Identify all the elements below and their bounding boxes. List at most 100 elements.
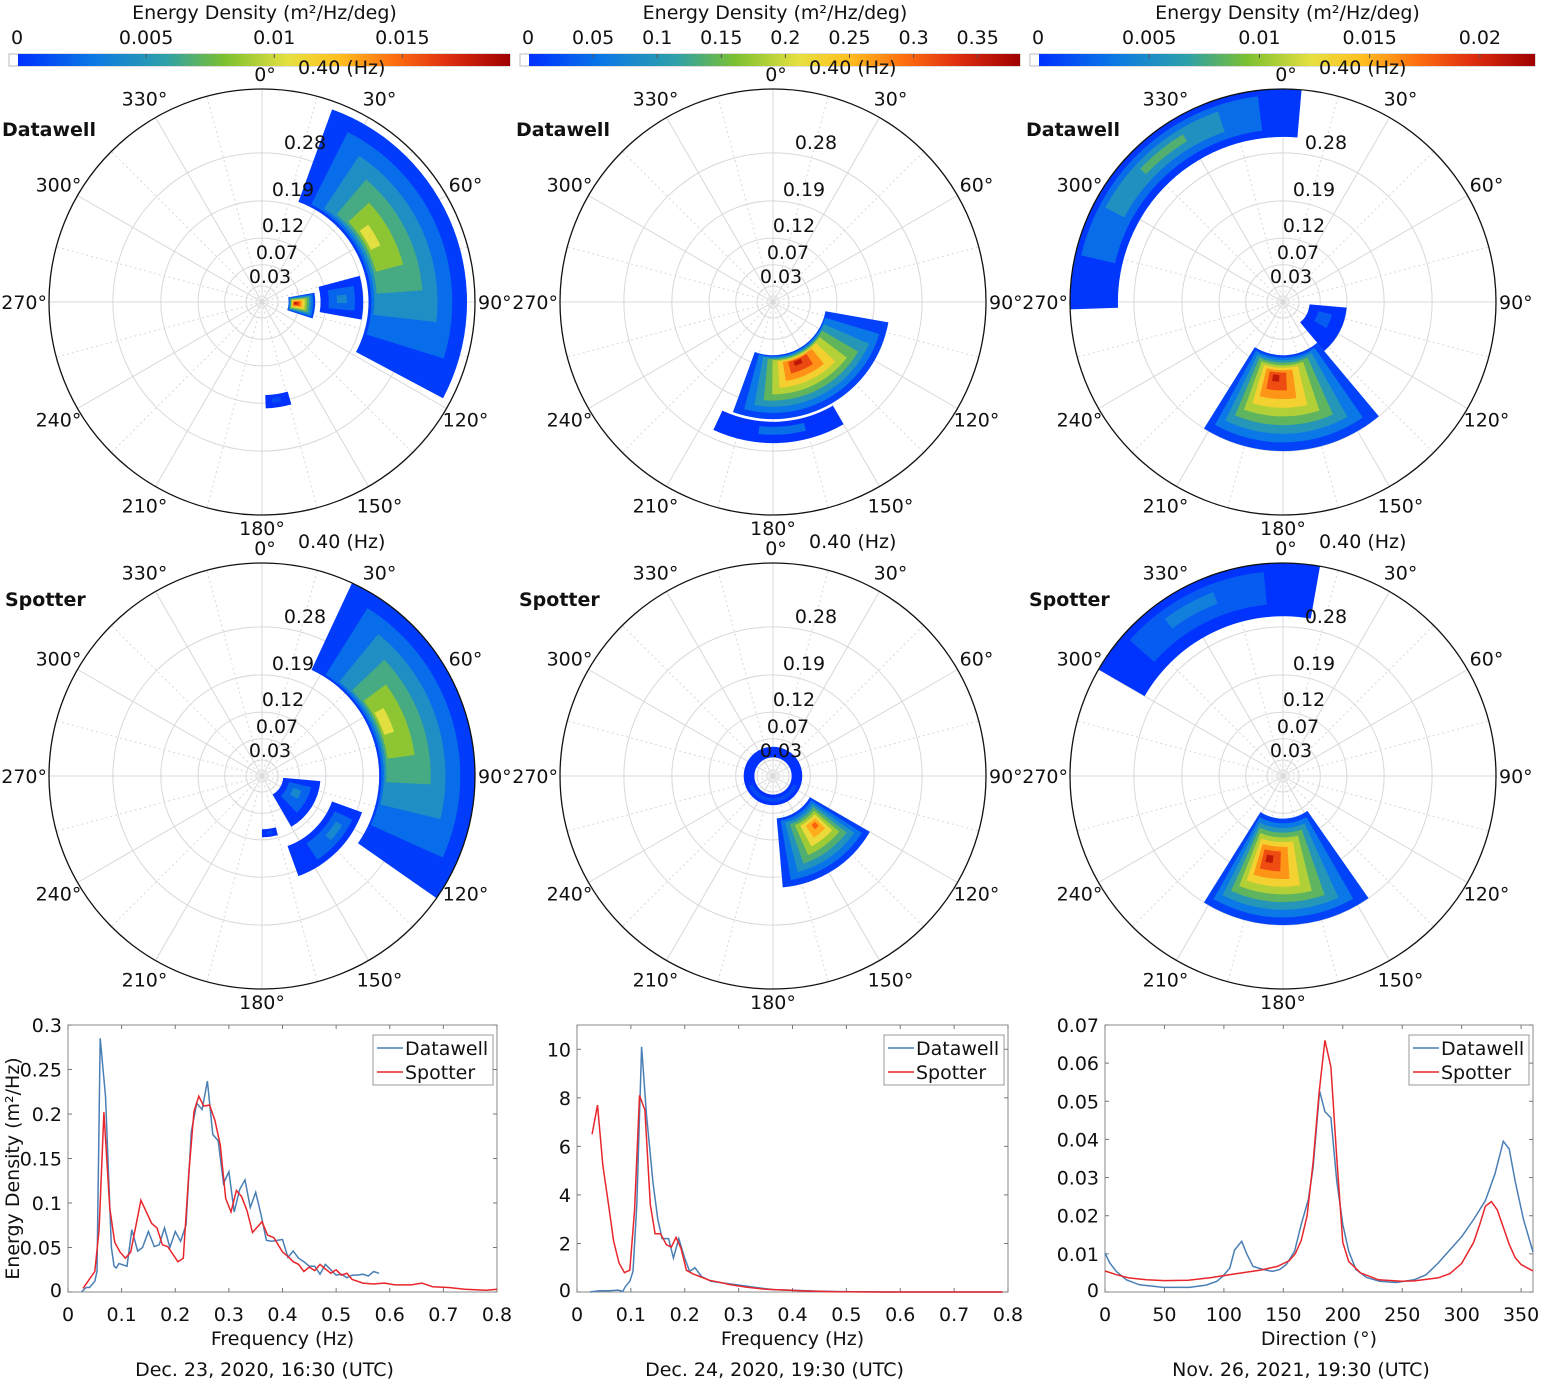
y-tick-label: 0.02 (1057, 1206, 1099, 1228)
y-tick-label: 0.04 (1057, 1129, 1099, 1151)
angle-label: 240° (36, 410, 82, 432)
freq-ring-label: 0.40 (Hz) (809, 531, 896, 553)
polar-plot-spotter-1: 0° 30° 60° 90° 120° 150° 180° 210° 240° 270° 300° 3… (1, 531, 511, 1014)
x-tick-label: 0.7 (939, 1304, 969, 1326)
series-line-spotter (591, 1095, 1003, 1293)
x-tick-label: 350 (1503, 1304, 1539, 1326)
polar-spoke (1077, 246, 1284, 303)
polar-outer-circle (1069, 562, 1497, 990)
polar-spoke (77, 301, 263, 409)
energy-contour (1098, 563, 1320, 697)
colorbar-tick-label: 0.05 (572, 27, 614, 49)
polar-spoke (1132, 151, 1284, 303)
polar-spoke (155, 591, 263, 777)
angle-label: 330° (1143, 562, 1189, 584)
polar-spoke (588, 775, 774, 883)
contour-level (374, 707, 395, 735)
freq-ring-label: 0.40 (Hz) (809, 57, 896, 79)
x-tick-label: 200 (1325, 1304, 1361, 1326)
y-tick-label: 0 (559, 1280, 571, 1302)
angle-label: 300° (547, 649, 593, 671)
polar-ring (1266, 759, 1300, 793)
freq-ring-label: 0.40 (Hz) (1319, 531, 1406, 553)
angle-label: 210° (1143, 496, 1189, 518)
x-tick-label: 0.2 (670, 1304, 700, 1326)
x-tick-label: 300 (1444, 1304, 1480, 1326)
polar-ring (224, 738, 300, 814)
energy-contour (1070, 89, 1302, 310)
polar-spoke (261, 625, 413, 777)
legend-label-datawell: Datawell (1441, 1038, 1524, 1060)
freq-ring-label: 0.03 (760, 740, 802, 762)
colorbar-tick-label: 0.015 (1342, 27, 1396, 49)
x-tick-label: 0.3 (214, 1304, 244, 1326)
angle-label: 240° (1057, 884, 1103, 906)
colorbar-tick-label: 0.35 (957, 27, 999, 49)
polar-spoke (261, 720, 468, 777)
angle-label: 30° (363, 88, 397, 110)
angle-label: 120° (1464, 884, 1510, 906)
y-tick-label: 8 (559, 1088, 571, 1110)
legend-box (1408, 1034, 1530, 1086)
polar-spoke (56, 720, 263, 777)
angle-label: 270° (512, 766, 558, 788)
chart-date-title: Nov. 26, 2021, 19:30 (UTC) (1172, 1359, 1430, 1381)
polar-plot-datawell-1: 0° 30° 60° 90° 120° 150° 180° 210° 240° 270° 300° 3… (1, 57, 511, 540)
contour-level (793, 358, 803, 366)
contour-level (1105, 111, 1225, 218)
polar-outer-circle (559, 88, 987, 516)
colorbar-tick-label: 0.2 (770, 27, 800, 49)
colorbar-tick-label: 0 (522, 27, 534, 49)
polar-spoke (772, 669, 958, 777)
angle-label: 300° (36, 649, 82, 671)
colorbar: Energy Density (m²/Hz/deg) 0 0.005 0.01 0.01… (8, 2, 511, 67)
energy-contour (272, 777, 321, 827)
colorbar-title: Energy Density (m²/Hz/deg) (1155, 2, 1420, 24)
contour-level (1265, 854, 1274, 864)
angle-label: 0° (254, 64, 276, 86)
y-tick-label: 2 (559, 1233, 571, 1255)
polar-spoke (622, 775, 774, 927)
freq-ring-label: 0.40 (Hz) (298, 57, 385, 79)
angle-label: 90° (1499, 292, 1533, 314)
freq-ring-label: 0.28 (1305, 132, 1347, 154)
freq-ring-label: 0.19 (1293, 653, 1335, 675)
x-tick-label: 0.5 (321, 1304, 351, 1326)
energy-contour (732, 311, 889, 420)
energy-contour (298, 109, 468, 399)
polar-spoke (77, 669, 263, 777)
freq-ring-label: 0.12 (773, 689, 815, 711)
polar-spoke (772, 570, 829, 777)
contour-level (336, 294, 347, 304)
angle-label: 270° (512, 292, 558, 314)
colorbar-tick-label: 0.005 (1122, 27, 1176, 49)
colorbar-gradient (1039, 54, 1535, 66)
colorbar-tick-label: 0.3 (898, 27, 928, 49)
colorbar-tick-label: 0.02 (1459, 27, 1501, 49)
polar-spoke (1098, 775, 1284, 883)
angle-label: 210° (633, 970, 679, 992)
polar-ring (1133, 626, 1433, 926)
x-tick-label: 0.5 (831, 1304, 861, 1326)
angle-label: 60° (449, 175, 483, 197)
x-tick-label: 0.6 (375, 1304, 405, 1326)
y-tick-label: 0.01 (1057, 1244, 1099, 1266)
freq-ring-label: 0.07 (256, 716, 298, 738)
angle-label: 210° (122, 970, 168, 992)
energy-contour (262, 827, 278, 838)
x-tick-label: 0.8 (993, 1304, 1023, 1326)
angle-label: 90° (1499, 766, 1533, 788)
freq-ring-label: 0.03 (1270, 266, 1312, 288)
contour-level (325, 821, 343, 841)
polar-spoke (1132, 775, 1284, 927)
polar-ring (160, 674, 364, 878)
contour-level (1129, 572, 1267, 662)
polar-spoke (622, 151, 774, 303)
angle-label: 150° (357, 496, 403, 518)
contour-level (713, 405, 844, 444)
angle-label: 60° (449, 649, 483, 671)
angle-label: 330° (122, 88, 168, 110)
energy-contour (318, 275, 364, 320)
line-chart-1: 0 0.1 0.2 0.3 0.4 0.5 0.6 0.7 0.8 0 0.05 0.1 0.15 0.2… (2, 1015, 512, 1381)
